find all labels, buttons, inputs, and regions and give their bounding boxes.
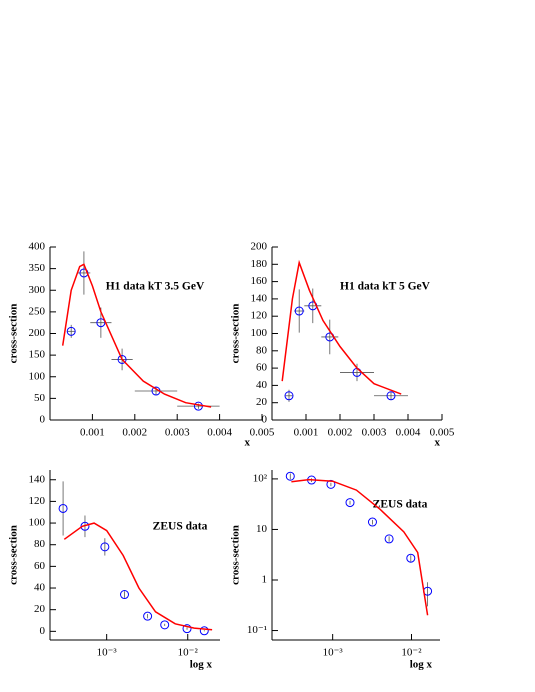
y-axis-label: cross-section — [8, 525, 20, 585]
y-tick-label: 100 — [29, 517, 46, 529]
y-tick-label: 20 — [34, 603, 46, 615]
x-tick-label: 10⁻³ — [97, 647, 118, 659]
chart-title: H1 data kT 5 GeV — [340, 281, 431, 293]
y-tick-label: 160 — [251, 275, 268, 287]
y-tick-label: 10 — [256, 523, 268, 535]
x-tick-label: 0.002 — [328, 427, 353, 439]
y-tick-label: 350 — [29, 262, 46, 274]
data-point — [294, 306, 304, 316]
y-axis-label: cross-section — [230, 304, 242, 364]
data-point — [96, 318, 106, 328]
data-point — [345, 498, 355, 508]
y-tick-label: 140 — [29, 473, 46, 485]
x-tick-label: 0.002 — [122, 427, 147, 439]
x-tick-label: 10⁻² — [178, 647, 199, 659]
y-tick-label: 20 — [256, 396, 268, 408]
x-axis-label: log x — [190, 659, 213, 671]
data-point — [406, 553, 416, 563]
data-point — [367, 517, 377, 527]
data-point — [285, 471, 295, 481]
chart-title: H1 data kT 3.5 GeV — [106, 281, 205, 293]
theory-curve — [63, 522, 213, 631]
data-point — [120, 590, 130, 600]
data-point — [384, 534, 394, 544]
data-point — [182, 624, 192, 634]
y-tick-label: 10⁻¹ — [247, 624, 267, 636]
data-point — [143, 611, 153, 621]
data-point — [58, 503, 68, 513]
x-tick-label: 10⁻² — [401, 647, 422, 659]
theory-curve — [61, 263, 212, 408]
data-point — [117, 354, 127, 364]
y-tick-label: 200 — [251, 241, 268, 253]
y-tick-label: 40 — [34, 582, 46, 594]
y-tick-label: 0 — [40, 625, 46, 637]
y-tick-label: 0 — [262, 414, 268, 426]
data-point — [160, 620, 170, 630]
y-tick-label: 100 — [29, 370, 46, 382]
y-tick-label: 60 — [256, 362, 268, 374]
data-point — [386, 391, 396, 401]
y-tick-label: 250 — [29, 305, 46, 317]
y-tick-label: 120 — [251, 310, 268, 322]
y-tick-label: 0 — [40, 414, 46, 426]
x-tick-label: 0.004 — [207, 427, 232, 439]
x-tick-label: 0.005 — [250, 427, 275, 439]
y-tick-label: 400 — [29, 241, 46, 253]
y-tick-label: 60 — [34, 560, 46, 572]
x-axis-label: log x — [410, 659, 433, 671]
y-axis-label: cross-section — [8, 304, 20, 364]
x-tick-label: 0.005 — [430, 427, 455, 439]
x-tick-label: 0.001 — [80, 427, 105, 439]
chart-title: ZEUS data — [373, 499, 428, 511]
y-tick-label: 150 — [29, 349, 46, 361]
chart-title: ZEUS data — [153, 521, 208, 533]
data-point — [80, 521, 90, 531]
y-tick-label: 10² — [253, 472, 268, 484]
y-tick-label: 140 — [251, 292, 268, 304]
x-tick-label: 0.004 — [396, 427, 421, 439]
x-axis-label: x — [435, 437, 441, 449]
theory-curve — [291, 478, 429, 616]
data-point — [199, 626, 209, 636]
data-point — [66, 326, 76, 336]
theory-curve — [281, 259, 402, 395]
y-tick-label: 120 — [29, 495, 46, 507]
y-tick-label: 50 — [34, 392, 46, 404]
y-axis-label: cross-section — [230, 525, 242, 585]
y-tick-label: 100 — [251, 327, 268, 339]
y-tick-label: 80 — [256, 344, 268, 356]
x-tick-label: 0.003 — [362, 427, 387, 439]
x-axis-label: x — [245, 437, 251, 449]
x-tick-label: 0.003 — [165, 427, 190, 439]
y-tick-label: 300 — [29, 284, 46, 296]
y-tick-label: 180 — [251, 258, 268, 270]
data-point — [284, 391, 294, 401]
x-tick-label: 0.001 — [294, 427, 319, 439]
y-tick-label: 40 — [256, 379, 268, 391]
y-tick-label: 200 — [29, 327, 46, 339]
x-tick-label: 10⁻³ — [323, 647, 344, 659]
y-tick-label: 80 — [34, 538, 46, 550]
y-tick-label: 1 — [262, 574, 268, 586]
data-point — [100, 542, 110, 552]
